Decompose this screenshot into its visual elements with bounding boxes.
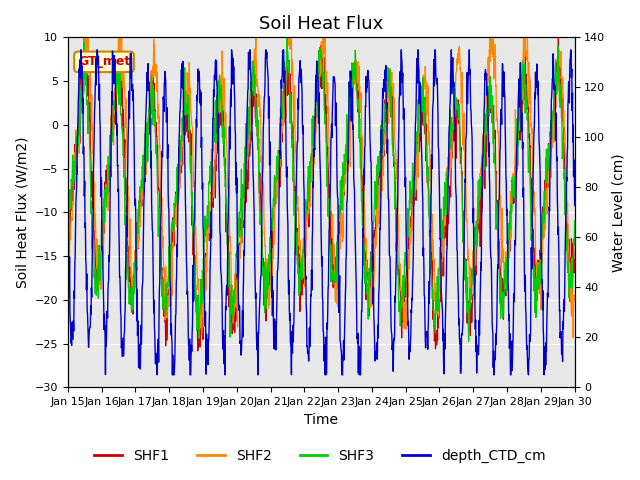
Y-axis label: Soil Heat Flux (W/m2): Soil Heat Flux (W/m2) xyxy=(15,137,29,288)
Text: GT_met: GT_met xyxy=(78,55,130,68)
depth_CTD_cm xyxy=(234,242,242,248)
SHF3 xyxy=(465,338,472,344)
SHF2 xyxy=(64,308,72,313)
depth_CTD_cm xyxy=(467,89,474,95)
depth_CTD_cm xyxy=(165,205,173,211)
SHF2 xyxy=(234,324,241,330)
SHF3 xyxy=(467,304,474,310)
SHF1 xyxy=(81,35,88,40)
X-axis label: Time: Time xyxy=(304,413,338,427)
SHF1 xyxy=(194,348,202,354)
Line: SHF3: SHF3 xyxy=(68,37,575,341)
SHF1 xyxy=(511,194,519,200)
SHF1 xyxy=(234,260,242,265)
SHF1 xyxy=(164,287,172,293)
SHF2 xyxy=(466,264,474,270)
SHF1 xyxy=(400,309,408,315)
SHF3 xyxy=(400,278,408,284)
SHF3 xyxy=(177,158,184,164)
Title: Soil Heat Flux: Soil Heat Flux xyxy=(259,15,383,33)
SHF1 xyxy=(177,159,185,165)
SHF1 xyxy=(571,258,579,264)
SHF2 xyxy=(81,35,89,40)
SHF2 xyxy=(177,152,185,157)
SHF1 xyxy=(64,227,72,233)
Line: SHF1: SHF1 xyxy=(68,37,575,351)
Line: depth_CTD_cm: depth_CTD_cm xyxy=(68,50,575,375)
depth_CTD_cm xyxy=(571,203,579,208)
depth_CTD_cm xyxy=(77,47,84,53)
SHF2 xyxy=(571,298,579,304)
SHF2 xyxy=(164,294,172,300)
depth_CTD_cm xyxy=(511,238,519,243)
depth_CTD_cm xyxy=(400,113,408,119)
SHF3 xyxy=(234,250,241,256)
SHF3 xyxy=(283,35,291,40)
SHF3 xyxy=(571,218,579,224)
Legend: SHF1, SHF2, SHF3, depth_CTD_cm: SHF1, SHF2, SHF3, depth_CTD_cm xyxy=(89,443,551,468)
SHF2 xyxy=(511,168,518,173)
SHF2 xyxy=(569,335,577,341)
depth_CTD_cm xyxy=(154,372,161,378)
SHF3 xyxy=(64,204,72,210)
SHF3 xyxy=(511,174,519,180)
Line: SHF2: SHF2 xyxy=(68,37,575,338)
SHF3 xyxy=(164,278,172,284)
Y-axis label: Water Level (cm): Water Level (cm) xyxy=(611,153,625,272)
depth_CTD_cm xyxy=(177,67,185,73)
SHF2 xyxy=(400,310,408,316)
depth_CTD_cm xyxy=(64,205,72,211)
SHF1 xyxy=(467,333,474,338)
